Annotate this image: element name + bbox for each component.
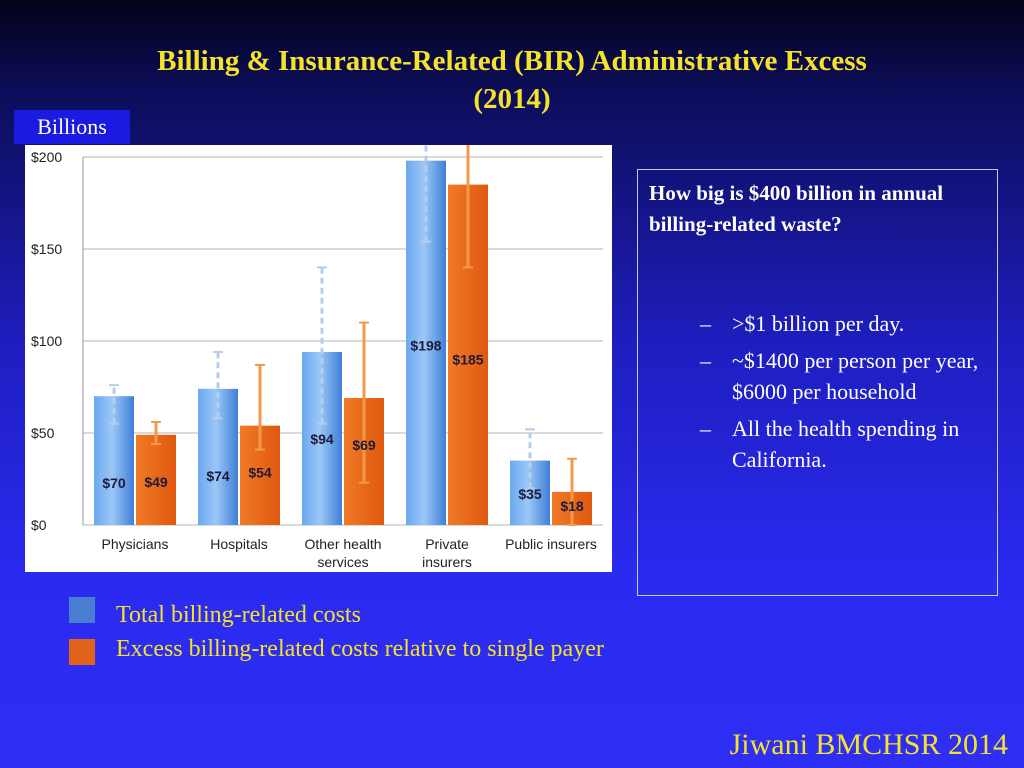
data-label: $69 <box>352 437 376 453</box>
bullet-dash: – <box>700 348 711 373</box>
data-label: $35 <box>518 486 542 502</box>
slide-title: Billing & Insurance-Related (BIR) Admini… <box>40 42 984 118</box>
bar-total <box>198 388 238 525</box>
y-tick-label: $50 <box>31 425 55 441</box>
info-item-text: All the health spending in California. <box>732 416 960 472</box>
info-item-text: ~$1400 per person per year, $6000 per ho… <box>732 348 979 404</box>
data-label: $74 <box>206 468 230 484</box>
data-label: $94 <box>310 431 334 447</box>
x-category-label: Public insurers <box>505 536 597 552</box>
x-category-label: Hospitals <box>210 536 268 552</box>
bar-total <box>94 396 134 525</box>
y-tick-label: $100 <box>31 333 62 349</box>
credit-text: Jiwani BMCHSR 2014 <box>729 728 1008 761</box>
bar-chart: $0 $50 $100 $150 $200 $70 $49 Physicians $74 $54 H… <box>31 145 603 570</box>
bullet-dash: – <box>700 416 711 441</box>
x-category-label: Private <box>425 536 469 552</box>
x-category-label: Other health <box>304 536 381 552</box>
info-item-text: >$1 billion per day. <box>732 311 905 336</box>
info-list-item: – All the health spending in California. <box>700 413 995 475</box>
bar-total <box>510 460 550 525</box>
x-category-label: Physicians <box>102 536 169 552</box>
legend-swatch-total <box>69 597 95 623</box>
x-category-label: insurers <box>422 554 472 570</box>
legend-swatch-excess <box>69 639 95 665</box>
data-label: $49 <box>144 474 168 490</box>
slide-title-line1: Billing & Insurance-Related (BIR) Admini… <box>157 45 867 77</box>
info-list-item: – >$1 billion per day. <box>700 308 995 339</box>
slide-title-line2: (2014) <box>473 83 551 115</box>
y-tick-label: $0 <box>31 517 47 533</box>
info-question: How big is $400 billion in annual billin… <box>649 181 944 236</box>
x-category-label: services <box>317 554 368 570</box>
y-tick-label: $150 <box>31 241 62 257</box>
info-list-item: – ~$1400 per person per year, $6000 per h… <box>700 345 995 407</box>
data-label: $54 <box>248 465 272 481</box>
bullet-dash: – <box>700 311 711 336</box>
info-box: How big is $400 billion in annual billin… <box>637 169 998 596</box>
bar-excess <box>136 434 176 525</box>
y-tick-label: $200 <box>31 149 62 165</box>
legend-label-excess: Excess billing-related costs relative to… <box>116 636 604 662</box>
legend-label-total: Total billing-related costs <box>116 602 361 628</box>
info-list: – >$1 billion per day. – ~$1400 per person… <box>700 308 995 481</box>
data-label: $70 <box>102 475 126 491</box>
chart-panel: $0 $50 $100 $150 $200 $70 $49 Physicians $74 $54 H… <box>25 145 612 572</box>
data-label: $185 <box>452 352 483 368</box>
data-label: $18 <box>560 498 584 514</box>
data-label: $198 <box>410 338 441 354</box>
units-label: Billions <box>14 110 130 144</box>
